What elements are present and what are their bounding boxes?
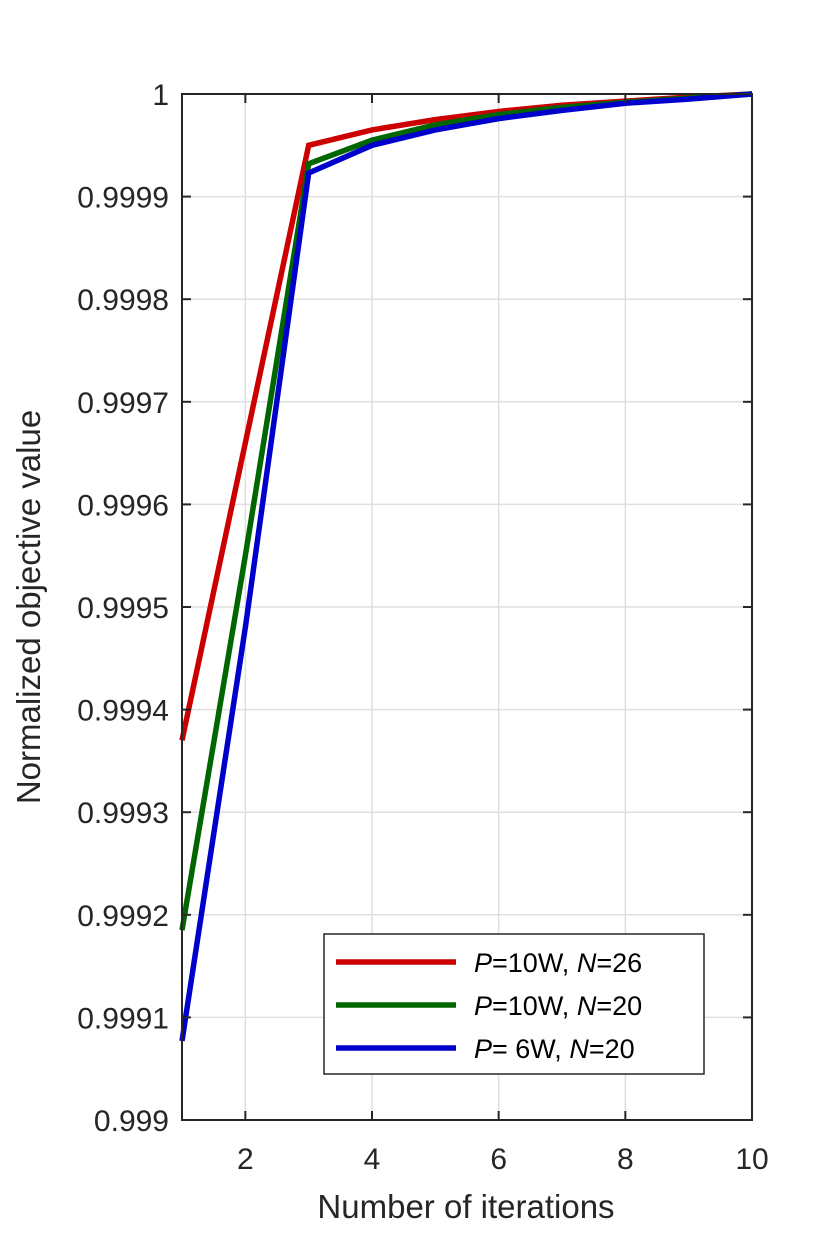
y-tick-label: 0.9994 [77, 695, 169, 728]
x-tick-label: 4 [364, 1143, 381, 1176]
x-tick-label: 6 [490, 1143, 507, 1176]
y-tick-label: 0.9991 [77, 1002, 169, 1035]
legend-label-1: P=10W, N=26 [474, 948, 642, 978]
axes: 2 4 6 8 10 0.999 0.9991 0.9992 0.9993 0.9994 0.999… [77, 79, 768, 1176]
legend-label-3: P= 6W, N=20 [474, 1034, 635, 1064]
y-axis-label: Normalized objective value [10, 410, 47, 804]
y-tick-label: 0.9999 [77, 182, 169, 215]
series-lines [179, 91, 753, 1042]
y-tick-label: 0.9997 [77, 387, 169, 420]
y-tick-label: 0.9996 [77, 489, 169, 522]
x-tick-label: 8 [617, 1143, 634, 1176]
grid [182, 94, 752, 1120]
y-tick-label: 0.9995 [77, 592, 169, 625]
x-tick-label: 10 [735, 1143, 768, 1176]
y-tick-label: 0.9992 [77, 900, 169, 933]
legend-label-2: P=10W, N=20 [474, 991, 642, 1021]
y-tick-label: 0.9998 [77, 284, 169, 317]
series-line-3 [179, 91, 753, 1042]
x-tick-label: 2 [237, 1143, 254, 1176]
legend: P=10W, N=26 P=10W, N=20 P= 6W, N=20 [323, 933, 705, 1075]
y-tick-label: 0.9993 [77, 797, 169, 830]
x-axis-label: Number of iterations [317, 1188, 614, 1225]
y-tick-label: 0.999 [94, 1105, 169, 1138]
y-tick-label: 1 [152, 79, 169, 112]
